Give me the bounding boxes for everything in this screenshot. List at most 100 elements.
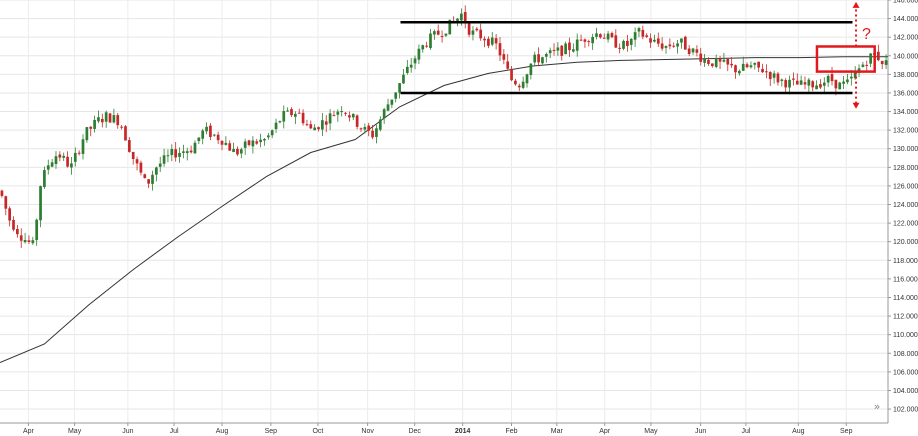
candle-body: [568, 42, 571, 51]
candle-body: [738, 70, 741, 74]
candle-body: [309, 124, 313, 129]
candle-body: [371, 130, 374, 138]
candle-body: [591, 37, 594, 44]
candle-body: [602, 37, 606, 39]
x-tick-label: Aug: [792, 428, 805, 435]
candle-body: [16, 229, 19, 235]
candle-body: [722, 59, 726, 62]
candle-body: [417, 48, 421, 60]
y-tick-label: 116.000: [893, 276, 918, 283]
candle-body: [533, 54, 537, 63]
double-chevron-right-icon[interactable]: »: [873, 400, 881, 413]
y-tick-label: 142.000: [893, 35, 918, 42]
candle-body: [618, 47, 622, 49]
candle-body: [614, 35, 618, 48]
candle-body: [0, 190, 4, 196]
candle-body: [402, 74, 405, 84]
candle-body: [695, 49, 699, 53]
candle-body: [714, 57, 718, 67]
candle-body: [849, 76, 853, 79]
candle-body: [4, 196, 8, 209]
candle-body: [185, 151, 189, 154]
candle-body: [166, 155, 170, 157]
candle-body: [552, 49, 556, 51]
x-tick-label: May: [644, 428, 658, 435]
candle-body: [324, 121, 328, 125]
candle-body: [290, 109, 293, 116]
x-tick-label: Dec: [408, 428, 421, 435]
candle-body: [830, 74, 834, 82]
candle-body: [710, 63, 714, 67]
candle-body: [525, 74, 529, 84]
candle-body: [332, 115, 336, 117]
candle-body: [876, 51, 880, 61]
candle-body: [768, 71, 772, 80]
candle-body: [43, 170, 46, 188]
y-tick-label: 136.000: [893, 90, 918, 97]
candle-body: [653, 39, 656, 42]
candle-body: [703, 58, 706, 63]
x-axis-ticks: Apr May Jun Jul Aug Sep Oct Nov Dec 2014 Feb Mar Apr…: [23, 423, 853, 435]
candle-body: [182, 151, 185, 153]
candle-body: [375, 128, 378, 137]
x-tick-label: Oct: [312, 428, 323, 435]
candle-body: [421, 45, 425, 50]
candle-body: [656, 38, 660, 44]
candle-body: [683, 36, 687, 50]
y-tick-label: 134.000: [893, 109, 918, 116]
candle-body: [548, 50, 552, 54]
candle-body: [151, 174, 154, 184]
x-tick-label: Jul: [741, 428, 750, 435]
candle-body: [637, 28, 641, 32]
candle-body: [880, 60, 884, 65]
candle-body: [12, 219, 15, 230]
candle-body: [89, 126, 93, 129]
candle-body: [189, 150, 193, 153]
vertical-gridlines: [27, 0, 847, 423]
candle-body: [359, 128, 363, 130]
candle-body: [734, 65, 737, 73]
candlestick-series: [0, 5, 888, 248]
candle-body: [155, 167, 158, 175]
y-tick-label: 112.000: [893, 314, 918, 321]
candle-body: [765, 71, 768, 73]
candle-body: [31, 240, 35, 244]
candle-body: [444, 33, 448, 36]
x-tick-label: May: [68, 428, 82, 435]
candle-body: [884, 60, 888, 65]
candle-body: [178, 152, 181, 157]
candle-body: [807, 79, 811, 86]
candle-body: [236, 148, 239, 155]
candle-body: [753, 62, 757, 65]
annotation-box: [815, 45, 876, 73]
candle-body: [139, 162, 143, 173]
candle-body: [803, 82, 807, 85]
x-tick-label: Jun: [695, 428, 706, 435]
candle-body: [39, 186, 42, 221]
candle-body: [108, 113, 112, 123]
candle-body: [664, 46, 668, 48]
candle-body: [54, 156, 58, 165]
x-tick-label: Mar: [551, 428, 564, 435]
candle-body: [761, 68, 764, 73]
candle-body: [409, 64, 413, 68]
candle-body: [321, 120, 324, 130]
x-tick-label: Sep: [265, 428, 278, 435]
candle-body: [680, 38, 683, 43]
annotations: ?: [815, 1, 876, 109]
candle-body: [255, 141, 259, 144]
candle-body: [869, 53, 872, 64]
candle-body: [687, 48, 691, 55]
candle-body: [432, 31, 436, 35]
candle-body: [556, 47, 560, 51]
candle-body: [745, 64, 749, 68]
candle-body: [305, 124, 309, 126]
candle-body: [672, 45, 676, 47]
candle-body: [425, 45, 428, 47]
candle-body: [232, 149, 235, 153]
candle-body: [297, 112, 301, 114]
candle-body: [826, 75, 830, 83]
candle-body: [834, 79, 838, 89]
candle-body: [811, 81, 815, 88]
candle-body: [278, 121, 282, 123]
